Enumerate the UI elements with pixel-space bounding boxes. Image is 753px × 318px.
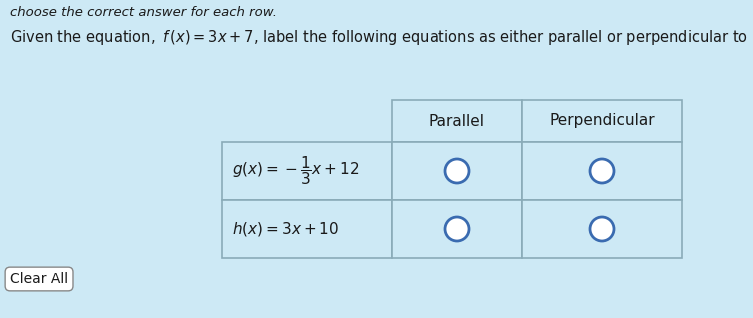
Bar (392, 200, 522, 258)
Ellipse shape (445, 159, 469, 183)
Text: $g(x) = -\dfrac{1}{3}x + 12$: $g(x) = -\dfrac{1}{3}x + 12$ (232, 155, 359, 187)
Text: Clear All: Clear All (10, 272, 68, 286)
Ellipse shape (590, 217, 614, 241)
Bar (522, 142, 682, 200)
Bar (522, 100, 682, 142)
Ellipse shape (590, 159, 614, 183)
Bar (392, 142, 522, 200)
Bar (222, 200, 392, 258)
Text: Perpendicular: Perpendicular (549, 114, 655, 128)
Text: Given the equation,  $f\,(x) = 3x + 7$, label the following equations as either : Given the equation, $f\,(x) = 3x + 7$, l… (10, 28, 753, 47)
Bar (222, 142, 392, 200)
Text: choose the correct answer for each row.: choose the correct answer for each row. (10, 6, 277, 19)
Text: $h(x) = 3x + 10$: $h(x) = 3x + 10$ (232, 220, 339, 238)
Ellipse shape (445, 217, 469, 241)
Bar (522, 200, 682, 258)
Text: Parallel: Parallel (429, 114, 485, 128)
Bar (392, 100, 522, 142)
